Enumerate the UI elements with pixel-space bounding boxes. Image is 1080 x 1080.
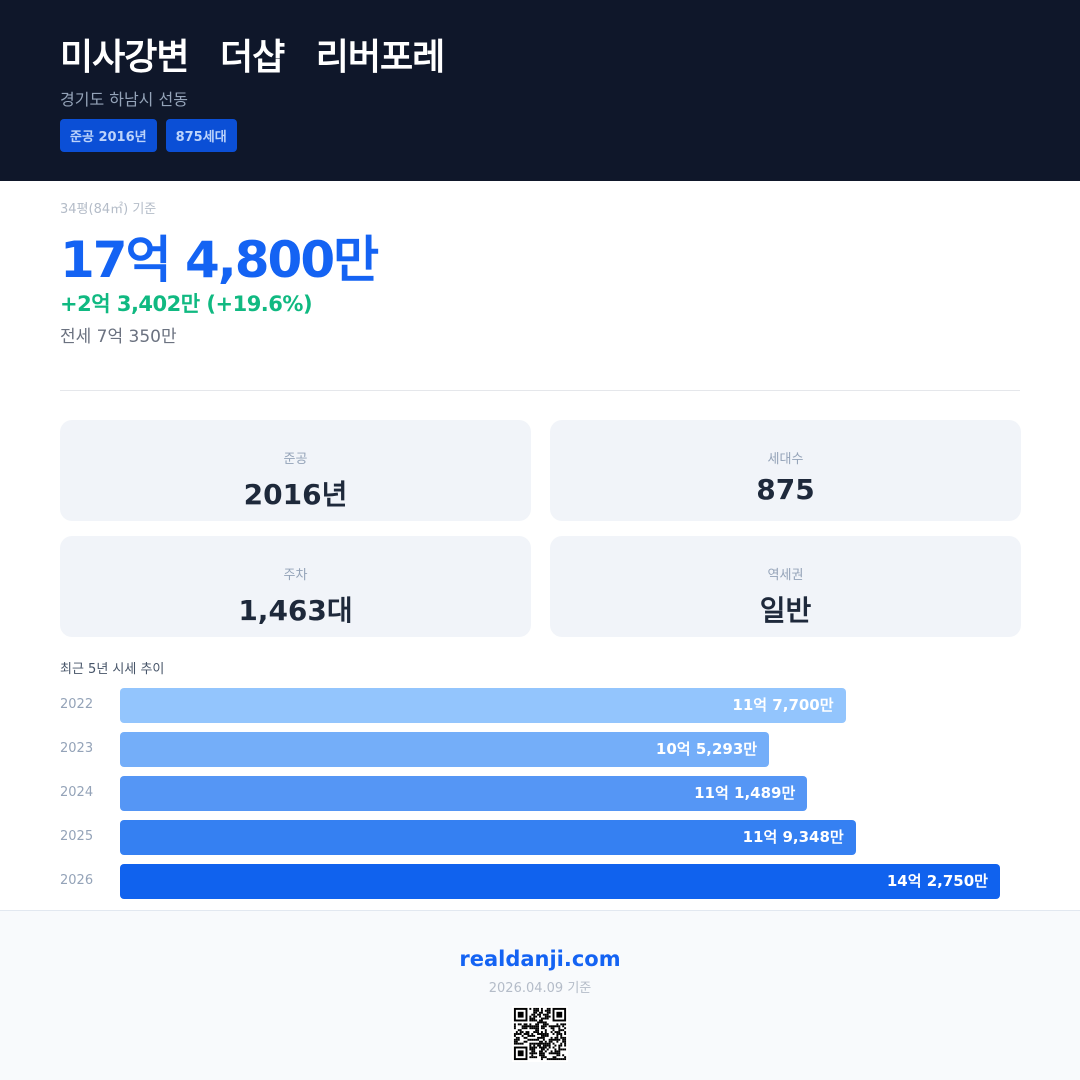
price-change: +2억 3,402만 (+19.6%) — [60, 292, 313, 316]
trend-bar: 10억 5,293만 — [120, 732, 770, 767]
trend-year: 2026 — [60, 873, 94, 888]
card-households: 세대수 875 — [550, 420, 1021, 521]
badge-households: 875세대 — [165, 119, 237, 152]
trend-year: 2024 — [60, 785, 94, 800]
qr-code-icon — [512, 1006, 568, 1062]
card-value: 일반 — [759, 594, 812, 627]
card-label: 주차 — [283, 568, 308, 583]
card-value: 2016년 — [243, 478, 348, 511]
card-label: 세대수 — [767, 452, 804, 467]
trend-row: 2024 11억 1,489만 — [60, 776, 1020, 811]
card-value: 875 — [756, 473, 815, 506]
header: 미사강변 더샵 리버포레 경기도 하남시 선동 준공 2016년 875세대 — [0, 0, 1080, 181]
trend-bar: 11억 9,348만 — [120, 820, 856, 855]
trend-row: 2025 11억 9,348만 — [60, 820, 1020, 855]
card-label: 역세권 — [767, 568, 804, 583]
trend-bar: 11억 1,489만 — [120, 776, 808, 811]
card-parking: 주차 1,463대 — [60, 536, 531, 637]
trend-year: 2023 — [60, 741, 94, 756]
trend-bar: 11억 7,700만 — [120, 688, 846, 723]
card-station: 역세권 일반 — [550, 536, 1021, 637]
data-date: 2026.04.09 기준 — [488, 981, 592, 996]
trend-bar: 14억 2,750만 — [120, 864, 1000, 899]
price-basis: 34평(84㎡) 기준 — [60, 202, 157, 217]
card-value: 1,463대 — [238, 594, 353, 627]
card-label: 준공 — [283, 452, 308, 467]
trend-row: 2022 11억 7,700만 — [60, 688, 1020, 723]
trend-year: 2025 — [60, 829, 94, 844]
card-built: 준공 2016년 — [60, 420, 531, 521]
trend-row: 2026 14억 2,750만 — [60, 864, 1020, 899]
address: 경기도 하남시 선동 — [60, 90, 188, 109]
current-price: 17억 4,800만 — [60, 231, 379, 289]
trend-row: 2023 10억 5,293만 — [60, 732, 1020, 767]
footer: realdanji.com 2026.04.09 기준 — [0, 910, 1080, 1080]
trend-title: 최근 5년 시세 추이 — [60, 662, 165, 677]
jeonse-price: 전세 7억 350만 — [60, 327, 177, 347]
trend-year: 2022 — [60, 697, 94, 712]
badge-built-year: 준공 2016년 — [60, 119, 157, 152]
site-link[interactable]: realdanji.com — [459, 947, 621, 971]
complex-title: 미사강변 더샵 리버포레 — [60, 37, 445, 78]
divider — [60, 390, 1020, 391]
